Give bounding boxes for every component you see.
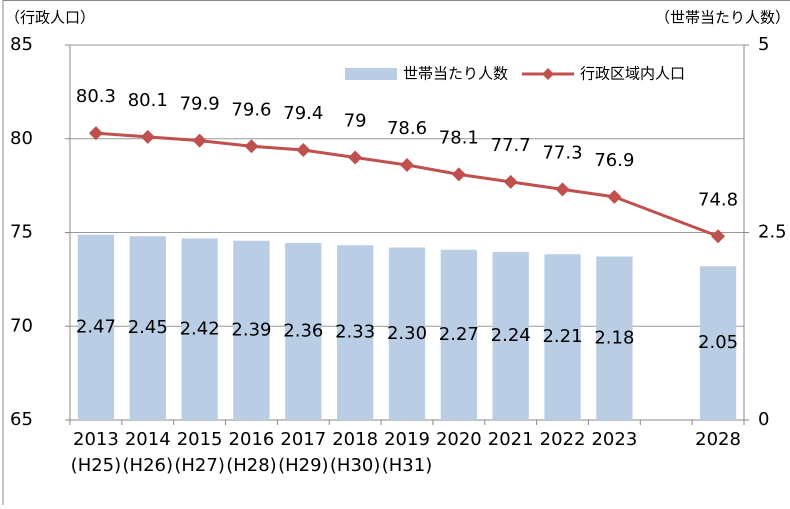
data-label: 79.6	[231, 99, 271, 120]
marker	[192, 133, 207, 148]
bar	[129, 236, 166, 420]
line-segment	[562, 187, 615, 199]
marker	[451, 167, 466, 182]
marker	[607, 189, 622, 204]
y-tick-label: 75	[10, 222, 33, 243]
bar	[337, 245, 374, 420]
marker	[400, 158, 414, 172]
x-tick-label: 2022	[540, 429, 586, 450]
line-segment	[613, 195, 719, 238]
data-label: 2.45	[128, 317, 168, 338]
data-label: 2.24	[491, 325, 531, 346]
y2-tick-label: 5	[758, 34, 769, 55]
data-label: 78.6	[387, 118, 427, 139]
marker	[711, 229, 726, 244]
marker	[244, 139, 259, 154]
line-segment	[95, 131, 148, 139]
y-tick-label: 65	[10, 409, 33, 430]
data-label: 78.1	[439, 127, 479, 148]
data-label: 2.27	[439, 324, 479, 345]
data-label: 77.3	[542, 142, 582, 163]
bar	[492, 252, 529, 420]
x-tick-label: 2018	[332, 429, 378, 450]
line-segment	[510, 180, 563, 191]
x-sub-label: (H29)	[278, 455, 328, 476]
data-label: 77.7	[491, 135, 531, 156]
marker	[348, 150, 363, 165]
line-segment	[458, 172, 511, 184]
y-tick-label: 80	[10, 128, 33, 149]
x-sub-label: (H30)	[330, 455, 380, 476]
legend-marker	[542, 68, 555, 80]
line-segment	[199, 139, 252, 148]
bar	[181, 238, 218, 420]
x-tick-label: 2020	[436, 429, 482, 450]
data-label: 79	[344, 111, 367, 132]
x-tick-label: 2014	[125, 429, 171, 450]
bar	[544, 254, 581, 420]
legend-label: 世帯当たり人数	[403, 65, 508, 83]
y-axis-title: （行政人口）	[5, 9, 95, 27]
data-label: 2.18	[594, 327, 634, 348]
x-tick-label: 2016	[229, 429, 275, 450]
line-segment	[303, 148, 356, 159]
x-sub-label: (H27)	[174, 455, 224, 476]
bar	[285, 243, 322, 420]
x-tick-label: 2017	[280, 429, 326, 450]
bar	[388, 247, 426, 420]
line-segment	[406, 163, 460, 176]
bar	[77, 234, 115, 420]
bar	[440, 249, 477, 420]
x-tick-label: 2015	[177, 429, 223, 450]
legend-swatch	[345, 68, 397, 80]
x-sub-label: (H28)	[226, 455, 276, 476]
marker	[140, 129, 155, 144]
x-tick-label: 2019	[384, 429, 430, 450]
x-sub-label: (H25)	[71, 455, 121, 476]
data-label: 2.33	[335, 322, 375, 343]
marker	[555, 182, 570, 197]
data-label: 80.3	[76, 86, 116, 107]
x-tick-label: 2028	[695, 429, 741, 450]
line-segment	[147, 135, 200, 143]
line-segment	[251, 144, 304, 152]
data-label: 2.39	[231, 319, 271, 340]
data-label: 2.21	[542, 326, 582, 347]
data-label: 2.36	[283, 321, 323, 342]
y-tick-label: 85	[10, 34, 33, 55]
y-tick-label: 70	[10, 315, 33, 336]
data-label: 79.9	[180, 94, 220, 115]
marker	[503, 174, 518, 189]
marker	[88, 126, 103, 141]
line-segment	[354, 156, 408, 167]
data-label: 2.05	[698, 332, 738, 353]
x-tick-label: 2013	[73, 429, 119, 450]
data-label: 74.8	[698, 189, 738, 210]
legend-label: 行政区域内人口	[580, 65, 685, 83]
x-sub-label: (H31)	[382, 455, 432, 476]
bar	[596, 256, 633, 420]
x-tick-label: 2023	[591, 429, 637, 450]
x-sub-label: (H26)	[123, 455, 173, 476]
y2-axis-title: （世帯当たり人数）	[655, 9, 790, 27]
bar	[699, 266, 737, 420]
data-label: 2.30	[387, 323, 427, 344]
x-tick-label: 2021	[488, 429, 534, 450]
bar	[233, 240, 270, 420]
data-label: 79.4	[283, 103, 323, 124]
data-label: 80.1	[128, 90, 168, 111]
marker	[296, 143, 311, 157]
y2-tick-label: 0	[758, 409, 769, 430]
data-label: 2.47	[76, 316, 116, 337]
data-label: 76.9	[594, 150, 634, 171]
y2-tick-label: 2.5	[758, 222, 787, 243]
data-label: 2.42	[180, 318, 220, 339]
